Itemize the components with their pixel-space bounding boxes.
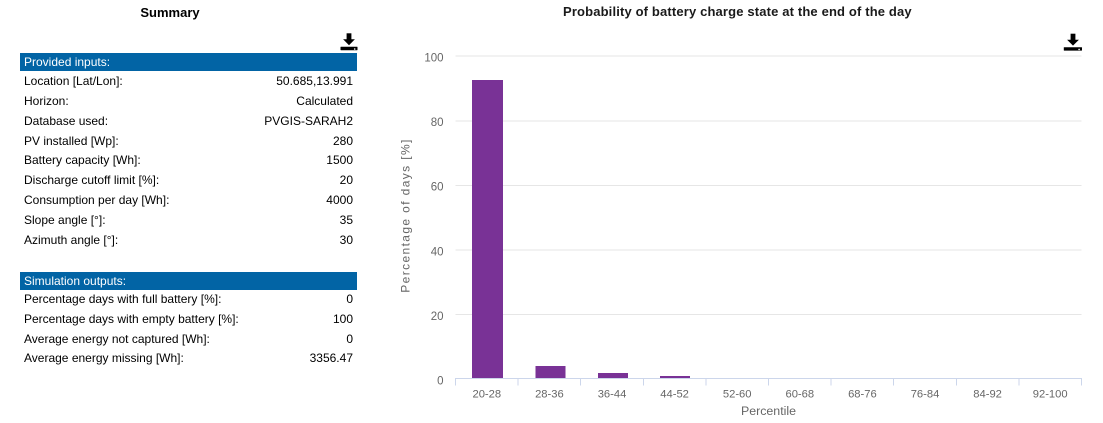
svg-text:80: 80 <box>431 117 444 129</box>
svg-text:52-60: 52-60 <box>723 388 752 400</box>
svg-text:60-68: 60-68 <box>785 388 814 400</box>
svg-text:Percentage of days [%]: Percentage of days [%] <box>399 138 413 292</box>
svg-text:44-52: 44-52 <box>660 388 689 400</box>
svg-text:Percentile: Percentile <box>741 404 796 418</box>
svg-text:0: 0 <box>437 375 443 387</box>
svg-text:100: 100 <box>424 53 443 65</box>
svg-text:92-100: 92-100 <box>1033 388 1068 400</box>
svg-text:68-76: 68-76 <box>848 388 877 400</box>
svg-text:20-28: 20-28 <box>472 388 501 400</box>
svg-text:36-44: 36-44 <box>598 388 627 400</box>
svg-text:84-92: 84-92 <box>973 388 1002 400</box>
svg-text:Probability of battery charge: Probability of battery charge state at t… <box>563 4 912 19</box>
svg-text:20: 20 <box>431 311 444 323</box>
svg-text:28-36: 28-36 <box>535 388 564 400</box>
svg-text:40: 40 <box>431 246 444 258</box>
svg-text:60: 60 <box>431 182 444 194</box>
svg-text:76-84: 76-84 <box>911 388 940 400</box>
